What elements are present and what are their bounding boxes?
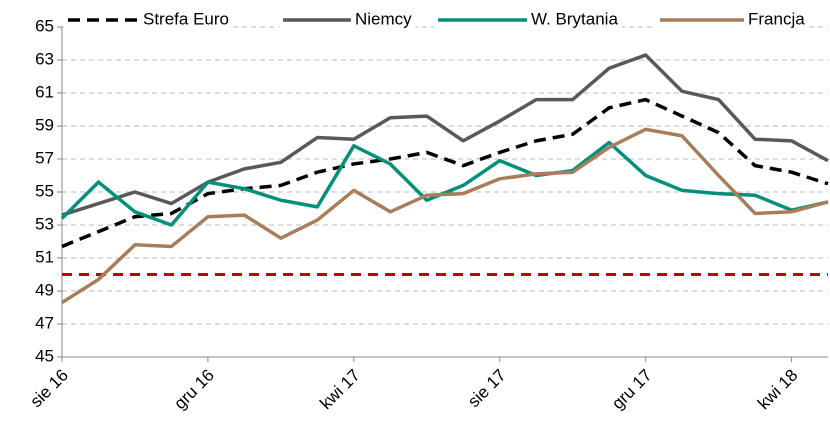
y-tick-label: 45 [35,346,54,365]
series-line [61,97,829,249]
series-line [61,127,829,305]
y-tick-label: 53 [35,214,54,233]
legend-label: Strefa Euro [143,9,229,28]
y-tick-label: 51 [35,247,54,266]
x-tick-label: sie 16 [26,366,72,412]
legend-bg [434,9,622,31]
x-tick-label: kwi 17 [316,366,364,414]
y-tick-label: 63 [35,49,54,68]
legend-bg [64,9,233,31]
legend-label: W. Brytania [531,9,618,28]
x-tick-label: sie 17 [464,366,510,412]
y-tick-label: 61 [35,82,54,101]
x-tick-label: kwi 18 [754,366,802,414]
x-tick-label: gru 16 [170,366,218,414]
series-line [60,140,829,227]
legend-label: Francja [748,9,805,28]
y-tick-label: 49 [35,280,54,299]
y-tick-label: 55 [35,181,54,200]
y-tick-label: 47 [35,313,54,332]
y-tick-label: 59 [35,115,54,134]
y-tick-label: 65 [35,16,54,35]
legend-label: Niemcy [355,9,412,28]
x-tick-label: gru 17 [608,366,656,414]
y-tick-label: 57 [35,148,54,167]
series-line [61,53,829,217]
